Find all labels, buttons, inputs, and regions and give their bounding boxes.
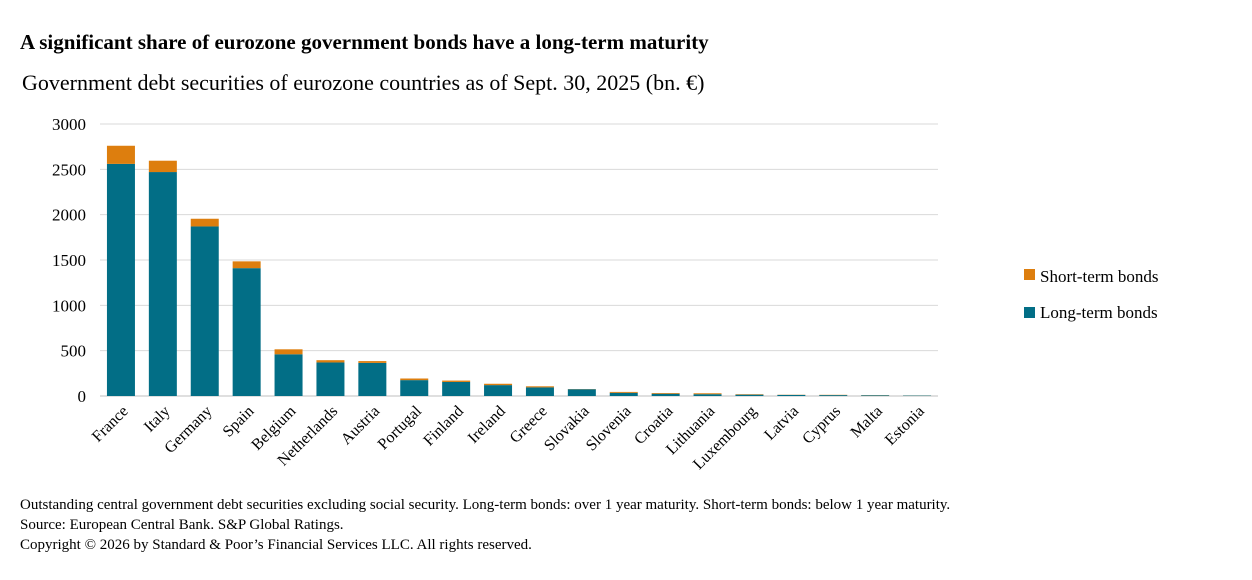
bar-short-term-slovenia bbox=[609, 391, 638, 393]
y-tick-label: 2000 bbox=[52, 206, 86, 225]
bar-short-term-netherlands bbox=[316, 360, 345, 363]
legend-swatch-short-term bbox=[1024, 269, 1035, 280]
bar-short-term-spain bbox=[232, 261, 261, 269]
bar-long-term-greece bbox=[525, 387, 554, 396]
bar-short-term-croatia bbox=[651, 393, 680, 394]
x-tick-label-spain: Spain bbox=[220, 403, 258, 441]
bar-long-term-belgium bbox=[274, 354, 303, 396]
x-tick-label-france: France bbox=[89, 403, 132, 446]
x-tick-label-slovakia: Slovakia bbox=[541, 403, 593, 455]
bar-long-term-latvia bbox=[777, 394, 806, 396]
bar-short-term-portugal bbox=[400, 378, 429, 381]
x-tick-label-malta: Malta bbox=[848, 403, 886, 441]
bar-short-term-finland bbox=[442, 380, 471, 382]
bar-long-term-finland bbox=[442, 381, 471, 396]
bar-long-term-spain bbox=[232, 268, 261, 396]
bar-long-term-france bbox=[106, 163, 135, 396]
x-tick-label-estonia: Estonia bbox=[882, 403, 928, 449]
bar-long-term-germany bbox=[190, 226, 219, 396]
chart-subtitle: Government debt securities of eurozone c… bbox=[22, 70, 705, 95]
x-tick-label-cyprus: Cyprus bbox=[799, 403, 844, 448]
legend: Short-term bonds Long-term bonds bbox=[1024, 267, 1159, 322]
x-tick-label-ireland: Ireland bbox=[465, 403, 509, 447]
x-tick-label-portugal: Portugal bbox=[375, 402, 426, 453]
bar-long-term-netherlands bbox=[316, 362, 345, 396]
y-tick-label: 0 bbox=[78, 387, 87, 406]
source-note: Source: European Central Bank. S&P Globa… bbox=[20, 517, 344, 533]
bar-short-term-italy bbox=[148, 160, 177, 173]
bar-long-term-cyprus bbox=[819, 395, 848, 396]
bar-short-term-greece bbox=[525, 386, 554, 388]
bar-long-term-austria bbox=[358, 362, 387, 396]
bar-short-term-lithuania bbox=[693, 393, 722, 395]
bar-long-term-malta bbox=[861, 395, 890, 396]
bars bbox=[106, 145, 932, 396]
legend-swatch-long-term bbox=[1024, 307, 1035, 318]
x-tick-label-finland: Finland bbox=[420, 403, 467, 450]
bar-long-term-lithuania bbox=[693, 394, 722, 396]
legend-label-short-term: Short-term bonds bbox=[1040, 267, 1159, 286]
x-tick-label-slovenia: Slovenia bbox=[583, 403, 635, 455]
bar-long-term-ireland bbox=[484, 385, 513, 396]
footnote: Outstanding central government debt secu… bbox=[20, 497, 951, 513]
x-tick-label-italy: Italy bbox=[141, 403, 174, 436]
bar-short-term-ireland bbox=[484, 383, 513, 386]
bar-long-term-italy bbox=[148, 172, 177, 396]
bar-long-term-portugal bbox=[400, 380, 429, 396]
chart-title: A significant share of eurozone governme… bbox=[20, 30, 709, 54]
bar-long-term-croatia bbox=[651, 393, 680, 396]
bar-short-term-germany bbox=[190, 218, 219, 227]
bar-short-term-austria bbox=[358, 361, 387, 363]
y-tick-label: 1000 bbox=[52, 296, 86, 315]
bar-long-term-slovakia bbox=[567, 389, 596, 396]
y-tick-label: 1500 bbox=[52, 251, 86, 270]
bar-short-term-belgium bbox=[274, 349, 303, 355]
x-tick-label-latvia: Latvia bbox=[761, 403, 802, 444]
bar-long-term-slovenia bbox=[609, 392, 638, 396]
y-tick-label: 500 bbox=[61, 342, 87, 361]
y-axis-ticks: 0 500 1000 1500 2000 2500 3000 bbox=[52, 115, 86, 406]
y-tick-label: 2500 bbox=[52, 160, 86, 179]
copyright-note: Copyright © 2026 by Standard & Poor’s Fi… bbox=[20, 537, 532, 553]
bar-short-term-france bbox=[106, 145, 135, 164]
legend-label-long-term: Long-term bonds bbox=[1040, 303, 1158, 322]
gridlines bbox=[100, 123, 938, 397]
bar-long-term-luxembourg bbox=[735, 394, 764, 396]
y-tick-label: 3000 bbox=[52, 115, 86, 134]
